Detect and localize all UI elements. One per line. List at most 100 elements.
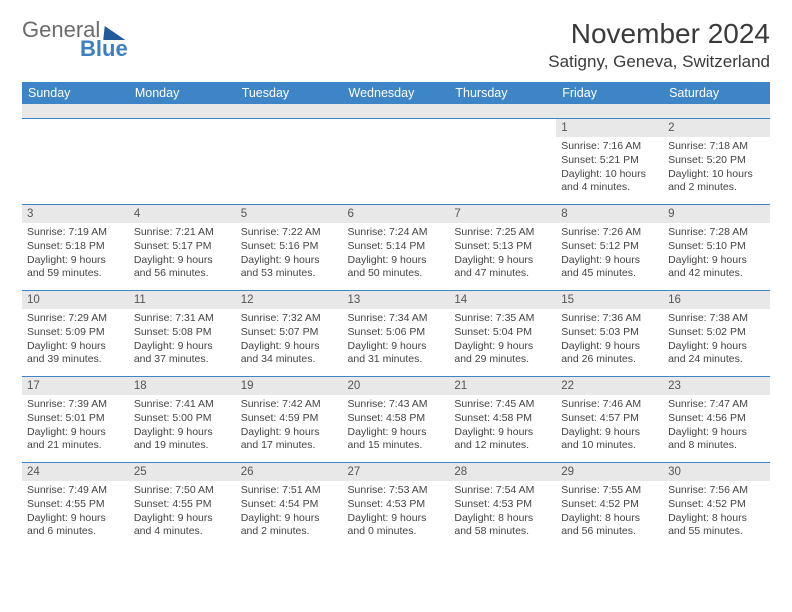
daylight-line: Daylight: 10 hours xyxy=(561,168,658,182)
calendar-cell: 4Sunrise: 7:21 AMSunset: 5:17 PMDaylight… xyxy=(129,204,236,290)
day-number: 25 xyxy=(129,463,236,482)
sunset-line: Sunset: 5:01 PM xyxy=(27,412,124,426)
daylight-line: Daylight: 9 hours xyxy=(668,340,765,354)
sunset-line: Sunset: 5:18 PM xyxy=(27,240,124,254)
calendar-cell: 26Sunrise: 7:51 AMSunset: 4:54 PMDayligh… xyxy=(236,462,343,548)
day-body: Sunrise: 7:19 AMSunset: 5:18 PMDaylight:… xyxy=(22,223,129,286)
weekday-header: Sunday xyxy=(22,82,129,104)
daylight-line: Daylight: 9 hours xyxy=(241,426,338,440)
sunrise-line: Sunrise: 7:31 AM xyxy=(134,312,231,326)
calendar-cell: 12Sunrise: 7:32 AMSunset: 5:07 PMDayligh… xyxy=(236,290,343,376)
sunset-line: Sunset: 5:21 PM xyxy=(561,154,658,168)
calendar-cell: 14Sunrise: 7:35 AMSunset: 5:04 PMDayligh… xyxy=(449,290,556,376)
daylight-line: Daylight: 9 hours xyxy=(134,426,231,440)
daylight-line: and 12 minutes. xyxy=(454,439,551,453)
sunset-line: Sunset: 5:20 PM xyxy=(668,154,765,168)
day-body: Sunrise: 7:51 AMSunset: 4:54 PMDaylight:… xyxy=(236,481,343,544)
sunrise-line: Sunrise: 7:46 AM xyxy=(561,398,658,412)
day-number: 2 xyxy=(663,119,770,138)
calendar-body: 1Sunrise: 7:16 AMSunset: 5:21 PMDaylight… xyxy=(22,104,770,548)
sunrise-line: Sunrise: 7:50 AM xyxy=(134,484,231,498)
sunset-line: Sunset: 5:16 PM xyxy=(241,240,338,254)
day-number: 5 xyxy=(236,205,343,224)
brand-logo: General Blue xyxy=(22,18,128,60)
daylight-line: Daylight: 8 hours xyxy=(668,512,765,526)
calendar-cell: 25Sunrise: 7:50 AMSunset: 4:55 PMDayligh… xyxy=(129,462,236,548)
day-number: 26 xyxy=(236,463,343,482)
day-body: Sunrise: 7:43 AMSunset: 4:58 PMDaylight:… xyxy=(343,395,450,458)
daylight-line: and 8 minutes. xyxy=(668,439,765,453)
sunrise-line: Sunrise: 7:29 AM xyxy=(27,312,124,326)
daylight-line: and 53 minutes. xyxy=(241,267,338,281)
day-body: Sunrise: 7:32 AMSunset: 5:07 PMDaylight:… xyxy=(236,309,343,372)
day-body: Sunrise: 7:31 AMSunset: 5:08 PMDaylight:… xyxy=(129,309,236,372)
daylight-line: Daylight: 9 hours xyxy=(27,512,124,526)
daylight-line: and 42 minutes. xyxy=(668,267,765,281)
sunrise-line: Sunrise: 7:35 AM xyxy=(454,312,551,326)
calendar-cell: 30Sunrise: 7:56 AMSunset: 4:52 PMDayligh… xyxy=(663,462,770,548)
calendar-cell: 23Sunrise: 7:47 AMSunset: 4:56 PMDayligh… xyxy=(663,376,770,462)
day-body: Sunrise: 7:49 AMSunset: 4:55 PMDaylight:… xyxy=(22,481,129,544)
calendar-cell: 3Sunrise: 7:19 AMSunset: 5:18 PMDaylight… xyxy=(22,204,129,290)
calendar-cell xyxy=(343,118,450,204)
weekday-header: Wednesday xyxy=(343,82,450,104)
sunrise-line: Sunrise: 7:24 AM xyxy=(348,226,445,240)
day-body: Sunrise: 7:41 AMSunset: 5:00 PMDaylight:… xyxy=(129,395,236,458)
calendar-cell: 1Sunrise: 7:16 AMSunset: 5:21 PMDaylight… xyxy=(556,118,663,204)
sunset-line: Sunset: 5:08 PM xyxy=(134,326,231,340)
daylight-line: and 24 minutes. xyxy=(668,353,765,367)
day-number: 23 xyxy=(663,377,770,396)
sunset-line: Sunset: 4:58 PM xyxy=(348,412,445,426)
sunrise-line: Sunrise: 7:18 AM xyxy=(668,140,765,154)
daylight-line: Daylight: 10 hours xyxy=(668,168,765,182)
sunset-line: Sunset: 4:53 PM xyxy=(454,498,551,512)
day-number: 14 xyxy=(449,291,556,310)
daylight-line: and 4 minutes. xyxy=(561,181,658,195)
sunrise-line: Sunrise: 7:16 AM xyxy=(561,140,658,154)
brand-word2: Blue xyxy=(80,37,128,60)
sunset-line: Sunset: 4:54 PM xyxy=(241,498,338,512)
calendar-cell: 19Sunrise: 7:42 AMSunset: 4:59 PMDayligh… xyxy=(236,376,343,462)
daylight-line: Daylight: 9 hours xyxy=(348,254,445,268)
sunset-line: Sunset: 5:14 PM xyxy=(348,240,445,254)
calendar-head: SundayMondayTuesdayWednesdayThursdayFrid… xyxy=(22,82,770,104)
daylight-line: Daylight: 9 hours xyxy=(241,512,338,526)
calendar-cell: 9Sunrise: 7:28 AMSunset: 5:10 PMDaylight… xyxy=(663,204,770,290)
sunset-line: Sunset: 5:06 PM xyxy=(348,326,445,340)
sunrise-line: Sunrise: 7:42 AM xyxy=(241,398,338,412)
sunrise-line: Sunrise: 7:55 AM xyxy=(561,484,658,498)
daylight-line: and 58 minutes. xyxy=(454,525,551,539)
sunset-line: Sunset: 4:57 PM xyxy=(561,412,658,426)
day-number: 16 xyxy=(663,291,770,310)
sunrise-line: Sunrise: 7:47 AM xyxy=(668,398,765,412)
sunrise-line: Sunrise: 7:43 AM xyxy=(348,398,445,412)
daylight-line: and 6 minutes. xyxy=(27,525,124,539)
day-body: Sunrise: 7:54 AMSunset: 4:53 PMDaylight:… xyxy=(449,481,556,544)
day-number: 22 xyxy=(556,377,663,396)
daylight-line: Daylight: 9 hours xyxy=(561,340,658,354)
sunset-line: Sunset: 5:09 PM xyxy=(27,326,124,340)
daylight-line: and 37 minutes. xyxy=(134,353,231,367)
daylight-line: and 0 minutes. xyxy=(348,525,445,539)
calendar-week: 24Sunrise: 7:49 AMSunset: 4:55 PMDayligh… xyxy=(22,462,770,548)
daylight-line: and 26 minutes. xyxy=(561,353,658,367)
weekday-header: Tuesday xyxy=(236,82,343,104)
daylight-line: and 19 minutes. xyxy=(134,439,231,453)
day-number: 21 xyxy=(449,377,556,396)
day-number: 10 xyxy=(22,291,129,310)
weekday-header: Saturday xyxy=(663,82,770,104)
sunset-line: Sunset: 5:12 PM xyxy=(561,240,658,254)
sunrise-line: Sunrise: 7:22 AM xyxy=(241,226,338,240)
sunrise-line: Sunrise: 7:53 AM xyxy=(348,484,445,498)
calendar-cell: 24Sunrise: 7:49 AMSunset: 4:55 PMDayligh… xyxy=(22,462,129,548)
day-number: 6 xyxy=(343,205,450,224)
daylight-line: Daylight: 9 hours xyxy=(561,426,658,440)
daylight-line: Daylight: 9 hours xyxy=(134,254,231,268)
daylight-line: and 55 minutes. xyxy=(668,525,765,539)
day-body: Sunrise: 7:28 AMSunset: 5:10 PMDaylight:… xyxy=(663,223,770,286)
calendar-cell: 29Sunrise: 7:55 AMSunset: 4:52 PMDayligh… xyxy=(556,462,663,548)
day-number: 29 xyxy=(556,463,663,482)
daylight-line: Daylight: 9 hours xyxy=(454,340,551,354)
day-number: 30 xyxy=(663,463,770,482)
daylight-line: Daylight: 9 hours xyxy=(241,340,338,354)
